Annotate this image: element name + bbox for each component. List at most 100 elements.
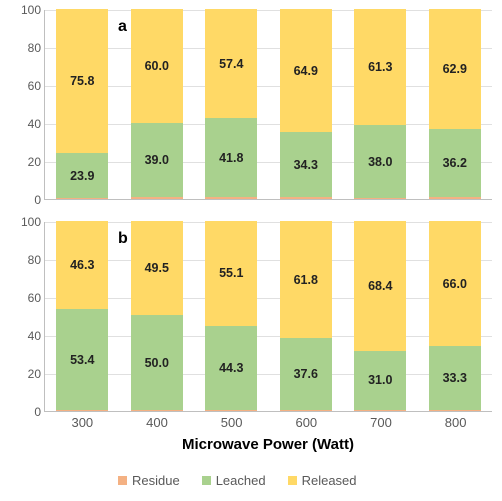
bar-value-label: 36.2 <box>443 156 467 170</box>
bar-segment-residue <box>354 198 406 199</box>
bar-value-label: 50.0 <box>145 356 169 370</box>
bar-value-label: 31.0 <box>368 373 392 387</box>
bar-segment-released: 61.3 <box>354 9 406 125</box>
bar-segment-leached: 53.4 <box>56 309 108 410</box>
ytick-label: 0 <box>34 193 45 207</box>
ytick-label: 80 <box>28 253 45 267</box>
bar-value-label: 46.3 <box>70 258 94 272</box>
bar-segment-leached: 36.2 <box>429 129 481 198</box>
bar-value-label: 44.3 <box>219 361 243 375</box>
bar-segment-released: 61.8 <box>280 221 332 338</box>
bar-segment-residue <box>205 197 257 199</box>
xaxis-title: Microwave Power (Watt) <box>44 436 492 453</box>
bar-segment-leached: 39.0 <box>131 123 183 197</box>
bar-segment-released: 75.8 <box>56 9 108 153</box>
bar: 36.2 62.9 <box>429 9 481 199</box>
bar-segment-residue <box>280 197 332 199</box>
bar-value-label: 62.9 <box>443 62 467 76</box>
bar: 23.9 75.8 <box>56 9 108 199</box>
legend-item-released: Released <box>288 473 357 488</box>
bar-segment-released: 49.5 <box>131 221 183 315</box>
legend-swatch-leached <box>202 476 211 485</box>
legend-label: Released <box>302 473 357 488</box>
bar-segment-released: 64.9 <box>280 9 332 132</box>
ytick-label: 100 <box>21 3 45 17</box>
ytick-label: 80 <box>28 41 45 55</box>
bar-value-label: 75.8 <box>70 74 94 88</box>
ytick-label: 60 <box>28 291 45 305</box>
panel-tag-a: a <box>118 18 127 36</box>
bar: 53.4 46.3 <box>56 221 108 411</box>
bar-value-label: 37.6 <box>294 367 318 381</box>
legend-item-leached: Leached <box>202 473 266 488</box>
legend-swatch-residue <box>118 476 127 485</box>
bar-segment-released: 68.4 <box>354 221 406 351</box>
ytick-label: 40 <box>28 117 45 131</box>
bar: 41.8 57.4 <box>205 9 257 199</box>
bar-segment-leached: 41.8 <box>205 118 257 197</box>
plot-area-b: 02040608010053.446.350.049.544.355.137.6… <box>44 222 492 412</box>
bar-segment-residue <box>56 198 108 199</box>
ytick-label: 40 <box>28 329 45 343</box>
bar-segment-leached: 33.3 <box>429 346 481 409</box>
bar-segment-released: 46.3 <box>56 221 108 309</box>
bar: 34.3 64.9 <box>280 9 332 199</box>
bar-segment-leached: 38.0 <box>354 125 406 197</box>
legend-label: Leached <box>216 473 266 488</box>
bar: 37.6 61.8 <box>280 221 332 411</box>
ytick-label: 20 <box>28 367 45 381</box>
bar-value-label: 39.0 <box>145 153 169 167</box>
bar: 31.0 68.4 <box>354 221 406 411</box>
bar-value-label: 61.8 <box>294 273 318 287</box>
bar-segment-residue <box>429 197 481 199</box>
panel-tag-b: b <box>118 230 128 248</box>
bar-value-label: 68.4 <box>368 279 392 293</box>
xtick-label: 500 <box>221 411 243 430</box>
plot-area-a: 02040608010023.975.839.060.041.857.434.3… <box>44 10 492 200</box>
bar-segment-released: 57.4 <box>205 9 257 118</box>
bar: 39.0 60.0 <box>131 9 183 199</box>
bar: 44.3 55.1 <box>205 221 257 411</box>
xtick-label: 300 <box>71 411 93 430</box>
xtick-label: 800 <box>445 411 467 430</box>
bar-segment-leached: 34.3 <box>280 132 332 197</box>
ytick-label: 0 <box>34 405 45 419</box>
figure: 0 20 40 60 80 100 23.9 75.8 39.0 60.0 41.8 57.4 34.3… <box>0 0 502 501</box>
bar-value-label: 66.0 <box>443 277 467 291</box>
bar-segment-released: 55.1 <box>205 221 257 326</box>
bar-value-label: 53.4 <box>70 353 94 367</box>
bar-segment-leached: 44.3 <box>205 326 257 410</box>
bar-segment-released: 66.0 <box>429 221 481 346</box>
bar-value-label: 61.3 <box>368 60 392 74</box>
bar-value-label: 34.3 <box>294 158 318 172</box>
ytick-label: 100 <box>21 215 45 229</box>
bar-segment-leached: 31.0 <box>354 351 406 410</box>
bar-segment-released: 62.9 <box>429 9 481 129</box>
bar: 38.0 61.3 <box>354 9 406 199</box>
xtick-label: 700 <box>370 411 392 430</box>
bar-segment-leached: 23.9 <box>56 153 108 198</box>
ytick-label: 20 <box>28 155 45 169</box>
bar-value-label: 33.3 <box>443 371 467 385</box>
bar: 33.3 66.0 <box>429 221 481 411</box>
legend-swatch-released <box>288 476 297 485</box>
bar-value-label: 60.0 <box>145 59 169 73</box>
bar-value-label: 23.9 <box>70 169 94 183</box>
bar-value-label: 38.0 <box>368 155 392 169</box>
bar-segment-released: 60.0 <box>131 9 183 123</box>
bar-segment-leached: 50.0 <box>131 315 183 410</box>
bar-value-label: 41.8 <box>219 151 243 165</box>
bar-segment-residue <box>131 197 183 199</box>
xtick-label: 600 <box>295 411 317 430</box>
bars: 23.9 75.8 39.0 60.0 41.8 57.4 34.3 64.9 38.0 61.3… <box>45 10 492 199</box>
xtick-label: 400 <box>146 411 168 430</box>
legend: Residue Leached Released <box>118 473 357 488</box>
bar: 50.0 49.5 <box>131 221 183 411</box>
bar-value-label: 57.4 <box>219 57 243 71</box>
bars: 53.4 46.3 50.0 49.5 44.3 55.1 37.6 61.8 31.0 68.4… <box>45 222 492 411</box>
bar-segment-leached: 37.6 <box>280 338 332 409</box>
bar-value-label: 64.9 <box>294 64 318 78</box>
ytick-label: 60 <box>28 79 45 93</box>
bar-value-label: 49.5 <box>145 261 169 275</box>
legend-item-residue: Residue <box>118 473 180 488</box>
